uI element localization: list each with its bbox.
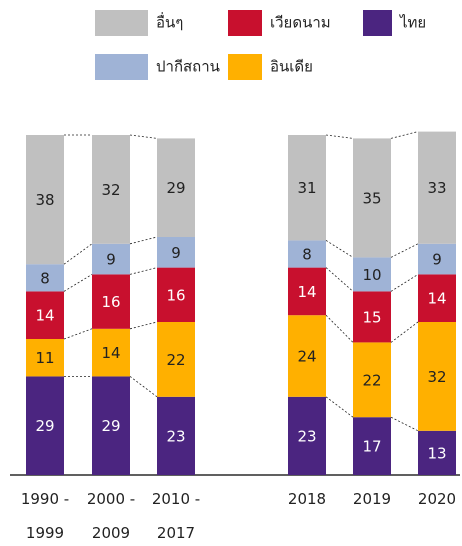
data-label: 14 (101, 344, 120, 362)
connector (129, 321, 158, 330)
connector (325, 240, 354, 258)
bar-segment (92, 243, 130, 275)
bar-segment (353, 417, 391, 475)
bar-segment (26, 339, 64, 377)
legend-label: อินเดีย (270, 58, 313, 76)
data-label: 38 (35, 191, 54, 209)
bar-segment (26, 376, 64, 475)
connector (325, 267, 354, 292)
data-label: 31 (297, 179, 316, 197)
bar-segment (418, 322, 456, 431)
bar-segment (418, 131, 456, 244)
data-label: 29 (101, 417, 120, 435)
data-label: 14 (427, 290, 446, 308)
data-label: 22 (362, 371, 381, 389)
legend-swatch (228, 54, 262, 80)
data-label: 9 (171, 244, 181, 262)
bar-segment (353, 342, 391, 418)
data-label: 35 (362, 189, 381, 207)
bar-segment (26, 264, 64, 292)
bar-segment (92, 376, 130, 475)
legend-swatch (228, 10, 262, 36)
data-label: 33 (427, 179, 446, 197)
bar-segment (353, 291, 391, 343)
connector (63, 274, 93, 292)
connector (325, 134, 354, 139)
x-tick-label: 2019 (352, 490, 392, 508)
x-tick-label: 2018 (287, 490, 327, 508)
data-label: 23 (166, 427, 185, 445)
legend-swatch (95, 10, 148, 36)
connector (390, 416, 419, 432)
bar-segment (418, 243, 456, 275)
data-label: 8 (40, 269, 50, 287)
bar-segment (157, 237, 195, 268)
x-tick-label: 2000 - 2009 (86, 490, 136, 542)
bar-segment (353, 257, 391, 292)
connector (325, 314, 354, 343)
data-label: 14 (297, 283, 316, 301)
bar-segment (157, 322, 195, 397)
data-label: 9 (432, 251, 442, 269)
data-label: 8 (302, 246, 312, 264)
data-label: 22 (166, 351, 185, 369)
connector (129, 376, 158, 398)
data-label: 13 (427, 444, 446, 462)
legend-label: ไทย (399, 14, 426, 32)
data-label: 24 (297, 348, 316, 366)
data-label: 29 (35, 417, 54, 435)
data-label: 29 (166, 179, 185, 197)
bar-segment (418, 274, 456, 322)
data-label: 32 (101, 181, 120, 199)
legend-label: อื่นๆ (156, 12, 183, 32)
legend-swatch (95, 54, 148, 80)
connector (390, 131, 419, 139)
bar-segment (157, 267, 195, 322)
data-label: 15 (362, 308, 381, 326)
connector (63, 243, 93, 265)
legend-label: ปากีสถาน (156, 58, 220, 76)
data-label: 16 (101, 293, 120, 311)
connector (390, 243, 419, 258)
bar-segment (26, 291, 64, 339)
bar-segment (92, 328, 130, 377)
data-label: 11 (35, 349, 54, 367)
connector (129, 267, 158, 275)
x-tick-label: 2020 (417, 490, 457, 508)
bar-segment (157, 138, 195, 237)
connector (390, 321, 419, 343)
connector (325, 396, 354, 418)
data-label: 10 (362, 266, 381, 284)
data-label: 23 (297, 427, 316, 445)
x-tick-label: 2010 - 2017 (151, 490, 201, 542)
data-label: 9 (106, 251, 116, 269)
legend-label: เวียดนาม (270, 14, 331, 32)
bar-segment (288, 396, 326, 475)
bar-segment (353, 138, 391, 258)
data-label: 14 (35, 307, 54, 325)
connector (129, 134, 158, 139)
legend-swatch (363, 10, 392, 36)
data-label: 17 (362, 438, 381, 456)
bar-segment (288, 315, 326, 397)
connector (390, 274, 419, 292)
bar-segment (288, 135, 326, 241)
bar-segment (288, 240, 326, 268)
connector (129, 236, 158, 245)
bar-segment (418, 430, 456, 475)
data-label: 16 (166, 286, 185, 304)
bar-segment (157, 396, 195, 475)
bar-segment (26, 135, 64, 265)
x-tick-label: 1990 - 1999 (20, 490, 70, 542)
data-label: 32 (427, 368, 446, 386)
connector (63, 328, 93, 340)
bar-segment (288, 267, 326, 316)
bar-segment (92, 274, 130, 329)
bar-segment (92, 135, 130, 244)
